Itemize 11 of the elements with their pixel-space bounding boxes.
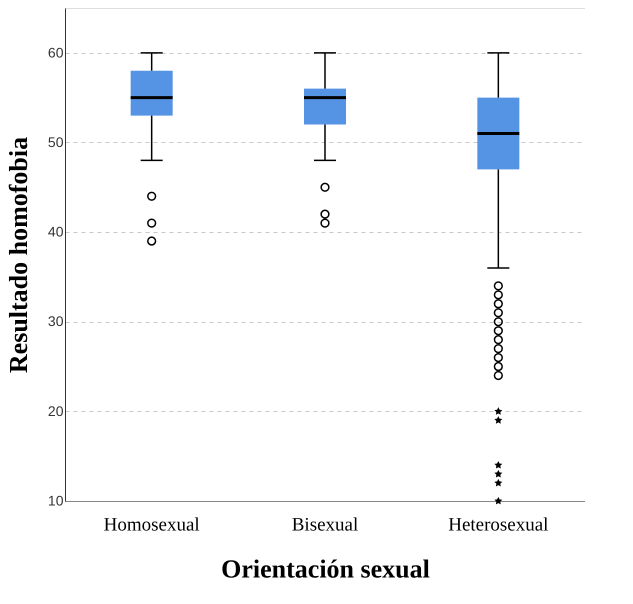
y-tick-label: 50 (48, 134, 64, 150)
y-tick-label: 60 (48, 44, 64, 60)
x-tick-label: Homosexual (104, 514, 200, 536)
y-axis-title: Resultado homofobia (4, 136, 33, 374)
x-tick-label: Heterosexual (448, 514, 548, 536)
y-tick-label: 10 (48, 492, 64, 508)
y-tick-label: 20 (48, 402, 64, 419)
x-tick-label: Bisexual (292, 514, 358, 536)
x-axis-title: Orientación sexual (221, 554, 430, 584)
y-tick-label: 30 (48, 313, 64, 330)
y-tick-label: 40 (48, 224, 64, 240)
